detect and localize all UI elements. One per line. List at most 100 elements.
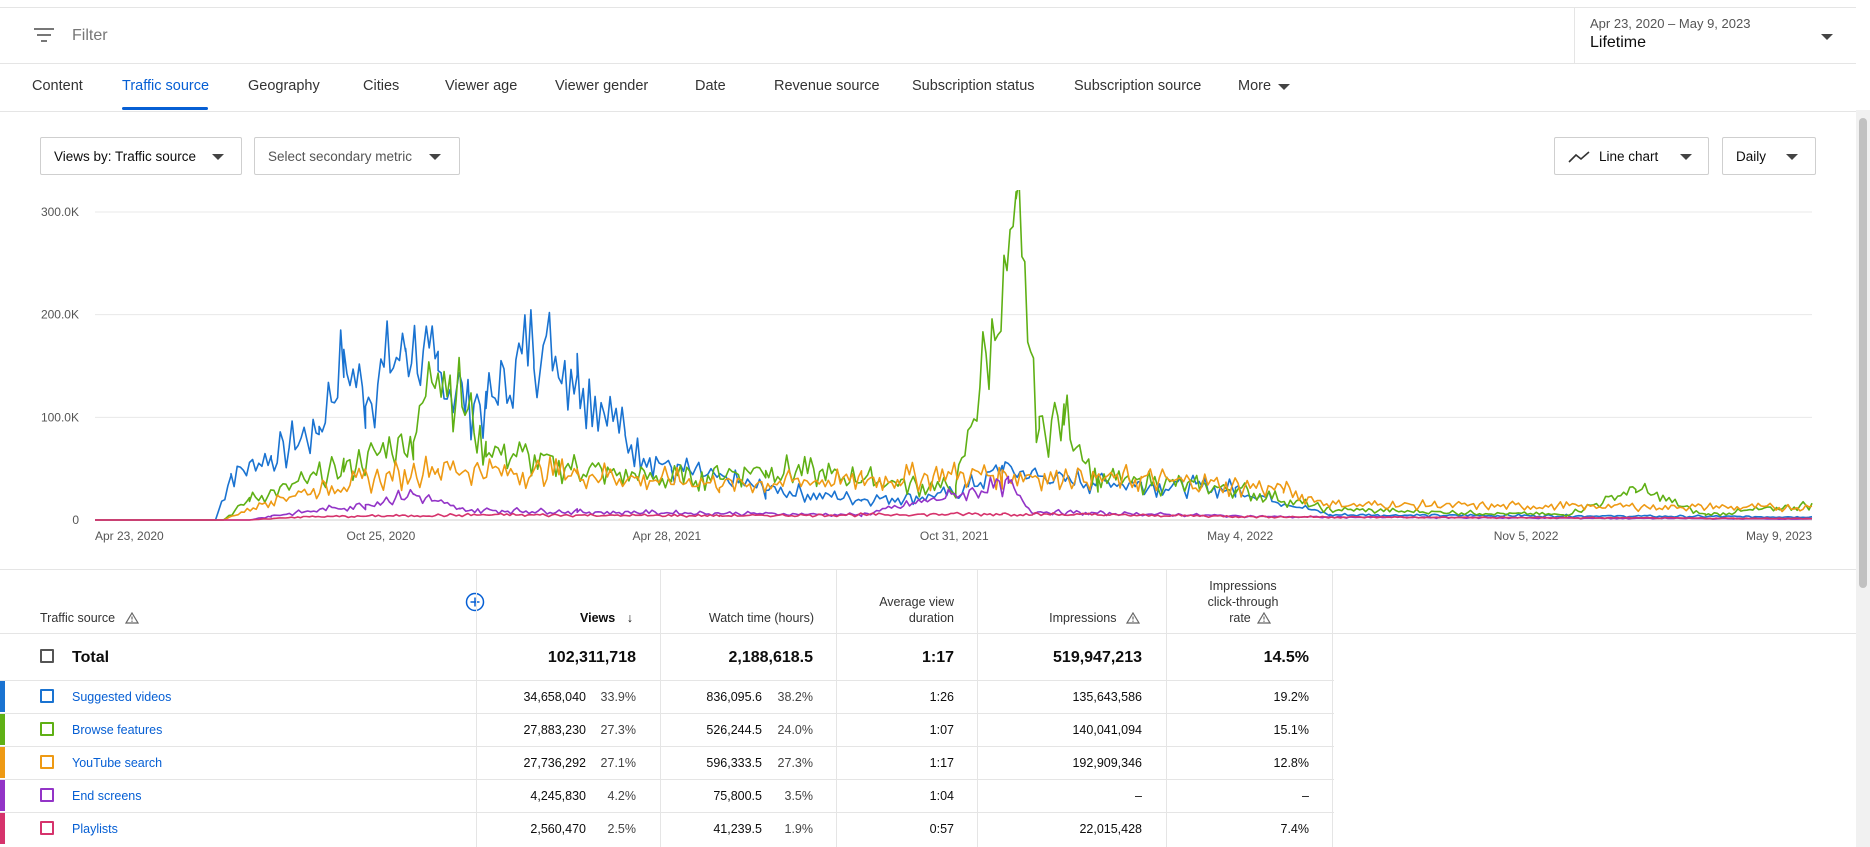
total-label: Total: [72, 649, 110, 666]
tab-bar: Content Traffic source Geography Cities …: [0, 64, 1856, 112]
ctr-value: 7.4%: [1280, 822, 1310, 836]
avg-view-duration-value: 1:17: [929, 756, 954, 770]
ctr-value: –: [1302, 789, 1309, 803]
header-ctr-line2: click-through: [1207, 595, 1279, 609]
column-divider: [977, 569, 978, 847]
header-watch-time[interactable]: Watch time (hours): [708, 611, 814, 625]
views-value: 34,658,040: [523, 690, 586, 704]
y-tick-label: 0: [72, 513, 79, 527]
row-checkbox[interactable]: [40, 689, 54, 703]
traffic-source-name[interactable]: End screens: [72, 789, 142, 803]
impressions-value: 192,909,346: [1072, 756, 1142, 770]
header-row-border: [0, 633, 1856, 634]
column-divider: [1166, 569, 1167, 847]
tab-viewer-age[interactable]: Viewer age: [445, 78, 518, 94]
secondary-metric-dropdown[interactable]: Select secondary metric: [254, 137, 460, 175]
tab-geography[interactable]: Geography: [248, 78, 320, 94]
series-line-suggested-videos: [95, 309, 1813, 521]
series-line-youtube-search: [95, 455, 1813, 521]
tab-subscription-source[interactable]: Subscription source: [1074, 78, 1202, 94]
row-checkbox[interactable]: [40, 821, 54, 835]
watch-time-value: 41,239.5: [713, 822, 762, 836]
watch-time-percent: 3.5%: [784, 789, 814, 803]
scrollbar-thumb[interactable]: [1859, 118, 1867, 588]
tab-content[interactable]: Content: [32, 78, 83, 94]
series-color-bar: [0, 813, 5, 844]
row-border: [0, 713, 1334, 714]
header-avg-view-duration[interactable]: Average view duration: [836, 594, 954, 626]
x-tick-label: Oct 25, 2020: [347, 529, 416, 543]
series-line-playlists: [95, 511, 1813, 521]
x-tick-label: Apr 23, 2020: [95, 529, 164, 543]
header-impressions-label: Impressions: [1049, 611, 1117, 625]
watch-time-value: 75,800.5: [713, 789, 762, 803]
column-divider: [660, 569, 661, 847]
watch-time-value: 526,244.5: [706, 723, 762, 737]
row-border: [0, 746, 1334, 747]
header-views[interactable]: Views ↓: [580, 610, 633, 626]
chart-type-dropdown[interactable]: Line chart: [1554, 137, 1709, 175]
traffic-source-name[interactable]: YouTube search: [72, 756, 163, 770]
row-border: [0, 779, 1334, 780]
series-line-browse-features: [95, 190, 1813, 521]
sort-down-arrow-icon: ↓: [626, 611, 633, 625]
granularity-dropdown[interactable]: Daily: [1722, 137, 1816, 175]
ctr-value: 12.8%: [1273, 756, 1309, 770]
secondary-metric-label: Select secondary metric: [268, 149, 413, 164]
tab-viewer-gender[interactable]: Viewer gender: [555, 78, 649, 94]
add-metric-icon[interactable]: [465, 592, 485, 612]
views-value: 2,560,470: [530, 822, 586, 836]
filter-icon[interactable]: [34, 26, 54, 44]
series-color-bar: [0, 681, 5, 712]
x-tick-label: May 9, 2023: [1746, 529, 1812, 543]
impressions-value: 140,041,094: [1072, 723, 1142, 737]
row-checkbox[interactable]: [40, 755, 54, 769]
views-percent: 4.2%: [607, 789, 637, 803]
watch-time-value: 836,095.6: [706, 690, 762, 704]
filter-input[interactable]: Filter: [72, 27, 108, 44]
views-percent: 27.1%: [600, 756, 636, 770]
total-checkbox[interactable]: [40, 649, 54, 663]
traffic-source-name[interactable]: Playlists: [72, 822, 118, 836]
ctr-value: 15.1%: [1273, 723, 1309, 737]
column-divider: [476, 569, 477, 847]
top-border: [0, 0, 1856, 8]
views-percent: 33.9%: [600, 690, 636, 704]
column-divider: [836, 569, 837, 847]
tab-date[interactable]: Date: [695, 78, 726, 94]
impressions-value: 22,015,428: [1079, 822, 1142, 836]
filter-bar[interactable]: Filter: [0, 8, 1856, 64]
date-range-selector[interactable]: Apr 23, 2020 – May 9, 2023 Lifetime: [1574, 8, 1857, 63]
primary-metric-dropdown[interactable]: Views by: Traffic source: [40, 137, 242, 175]
watch-time-percent: 38.2%: [777, 690, 813, 704]
y-tick-label: 200.0K: [41, 308, 79, 322]
granularity-label: Daily: [1736, 149, 1767, 164]
traffic-source-name[interactable]: Suggested videos: [72, 690, 172, 704]
x-tick-label: Oct 31, 2021: [920, 529, 989, 543]
tab-more-label: More: [1238, 78, 1272, 94]
y-tick-label: 100.0K: [41, 410, 79, 424]
header-ctr[interactable]: Impressions click-through rate: [1180, 578, 1320, 626]
row-checkbox[interactable]: [40, 788, 54, 802]
column-divider: [1332, 569, 1333, 847]
table-top-border: [0, 569, 1856, 570]
chevron-down-icon: [212, 154, 224, 160]
tab-more[interactable]: More: [1238, 78, 1290, 94]
header-impressions[interactable]: Impressions: [1000, 610, 1140, 626]
header-traffic-source[interactable]: Traffic source: [40, 610, 139, 626]
warning-icon: [1256, 612, 1271, 624]
tab-traffic-source[interactable]: Traffic source: [122, 78, 210, 94]
total-watch-time: 2,188,618.5: [728, 649, 813, 666]
traffic-source-name[interactable]: Browse features: [72, 723, 163, 737]
tab-subscription-status[interactable]: Subscription status: [912, 78, 1035, 94]
row-checkbox[interactable]: [40, 722, 54, 736]
chevron-down-icon: [1278, 84, 1290, 90]
tab-revenue-source[interactable]: Revenue source: [774, 78, 880, 94]
chevron-down-icon: [1821, 34, 1833, 40]
tab-cities[interactable]: Cities: [363, 78, 400, 94]
chart-type-label: Line chart: [1599, 149, 1659, 164]
total-impressions: 519,947,213: [1053, 649, 1142, 666]
scrollbar[interactable]: [1856, 110, 1870, 847]
active-tab-indicator: [122, 107, 208, 110]
avg-view-duration-value: 1:04: [929, 789, 954, 803]
